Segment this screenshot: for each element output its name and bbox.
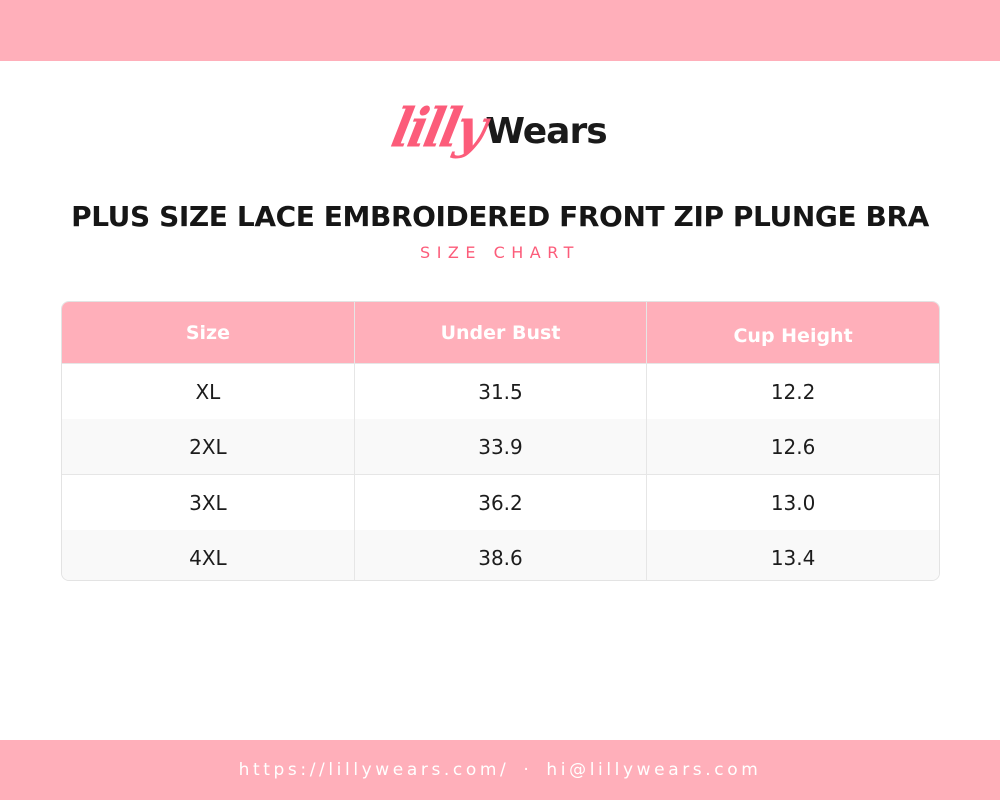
table-row: 4XL 38.6 13.4 <box>62 530 939 580</box>
cell-size: 2XL <box>62 419 355 475</box>
cell-cup-height: 13.0 <box>770 490 816 515</box>
cell-under-bust: 36.2 <box>354 474 648 530</box>
cell-under-bust: 38.6 <box>354 530 648 580</box>
top-accent-bar <box>0 0 1000 61</box>
cell-under-bust: 31.5 <box>354 363 648 419</box>
footer-separator: · <box>523 760 533 780</box>
header-size: Size <box>62 302 355 364</box>
cell-under-bust: 33.9 <box>354 419 648 475</box>
cell-cup-height: 12.6 <box>646 419 939 475</box>
email-link[interactable]: hi@lillywears.com <box>546 760 762 780</box>
size-chart-table: Size Under Bust Cup Height XL 31.5 12.2 … <box>61 301 940 581</box>
cell-size: 3XL <box>62 474 355 530</box>
logo-wears-text: Wears <box>485 111 607 152</box>
header-cup-height: Cup Height <box>646 302 939 364</box>
website-link[interactable]: https://lillywears.com/ <box>238 760 510 780</box>
logo-lilly-script: lilly <box>386 95 491 160</box>
size-chart-subtitle: SIZE CHART <box>420 243 580 262</box>
table-row: XL 31.5 12.2 <box>62 363 939 419</box>
table-row: 2XL 33.9 12.6 <box>62 419 939 475</box>
cell-cup-height: 12.2 <box>770 379 816 404</box>
brand-logo: lilly Wears <box>0 95 1000 174</box>
cell-size: XL <box>62 363 355 419</box>
footer-bar: https://lillywears.com/ · hi@lillywears.… <box>0 740 1000 800</box>
cell-cup-height: 13.4 <box>646 530 939 580</box>
table-row: 3XL 36.2 13.0 <box>62 474 939 530</box>
cell-size: 4XL <box>62 530 355 580</box>
header-under-bust: Under Bust <box>354 302 648 364</box>
table-header-row: Size Under Bust Cup Height <box>62 302 939 364</box>
product-title: PLUS SIZE LACE EMBROIDERED FRONT ZIP PLU… <box>71 200 929 233</box>
